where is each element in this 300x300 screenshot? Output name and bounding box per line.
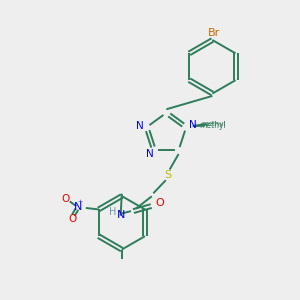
Text: N: N	[136, 121, 144, 131]
Text: Br: Br	[208, 28, 220, 38]
Text: O: O	[62, 194, 70, 204]
Text: N: N	[117, 210, 126, 220]
Text: methyl: methyl	[200, 121, 226, 130]
Text: S: S	[165, 170, 172, 180]
Text: H: H	[109, 207, 116, 217]
Text: N: N	[74, 202, 82, 212]
Text: O: O	[69, 214, 77, 224]
Text: +: +	[77, 199, 83, 204]
Text: O: O	[155, 198, 164, 208]
Text: methyl: methyl	[201, 121, 226, 127]
Text: N: N	[146, 149, 154, 159]
Text: N: N	[189, 120, 196, 130]
